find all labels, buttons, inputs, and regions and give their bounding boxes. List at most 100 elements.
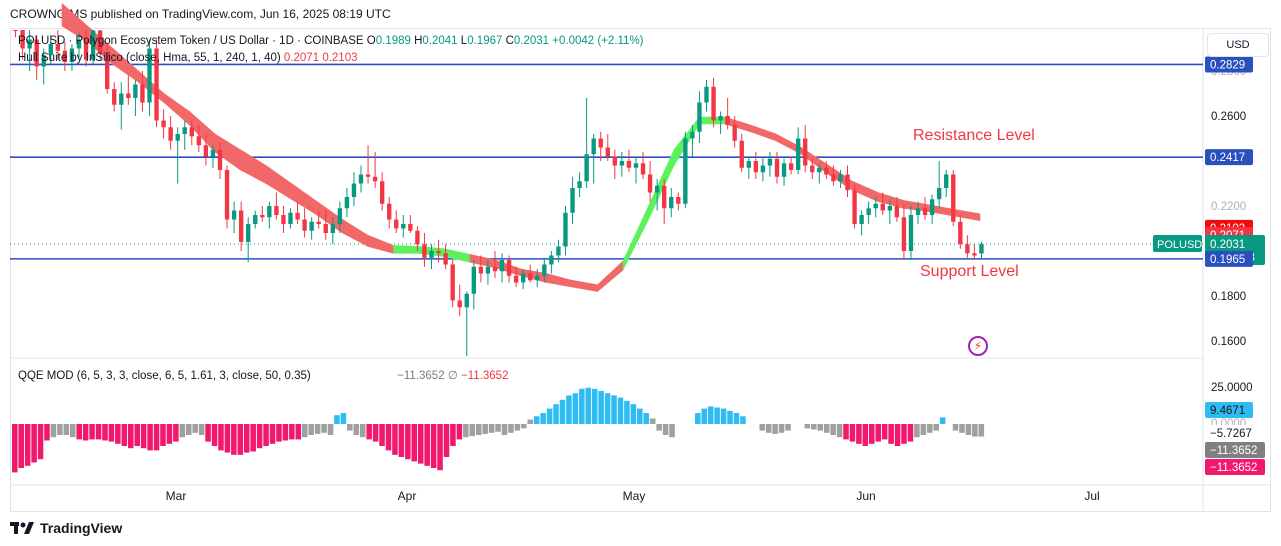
currency-selector[interactable]: USD xyxy=(1207,33,1269,57)
candle[interactable] xyxy=(704,80,709,112)
candle[interactable] xyxy=(415,226,420,251)
qqe-bar[interactable] xyxy=(836,424,843,438)
candle[interactable] xyxy=(203,134,209,166)
qqe-bar[interactable] xyxy=(179,424,186,438)
qqe-bar[interactable] xyxy=(869,424,875,444)
candle[interactable] xyxy=(253,210,258,229)
symbol-title[interactable]: POLUSD · Polygon Ecosystem Token / US Do… xyxy=(18,35,364,47)
candle[interactable] xyxy=(210,145,216,168)
candle[interactable] xyxy=(450,260,455,308)
candle[interactable] xyxy=(422,233,427,267)
qqe-bar[interactable] xyxy=(218,424,224,451)
candle[interactable] xyxy=(69,44,75,71)
candle[interactable] xyxy=(330,217,335,245)
qqe-bar[interactable] xyxy=(192,424,198,433)
qqe-bar[interactable] xyxy=(856,424,862,444)
candle[interactable] xyxy=(944,170,949,197)
qqe-bar[interactable] xyxy=(308,424,314,435)
qqe-bar[interactable] xyxy=(733,413,740,424)
candle[interactable] xyxy=(732,116,737,148)
tradingview-brand[interactable]: TradingView xyxy=(10,520,122,536)
indicator-legend[interactable]: Hull Suite by InSilico (close, Hma, 55, … xyxy=(18,52,358,64)
qqe-bar[interactable] xyxy=(888,424,894,444)
qqe-bar[interactable] xyxy=(185,424,192,435)
qqe-bar[interactable] xyxy=(920,424,927,435)
candle[interactable] xyxy=(182,120,187,150)
qqe-bar[interactable] xyxy=(224,424,231,453)
qqe-bar[interactable] xyxy=(50,424,57,438)
qqe-bar[interactable] xyxy=(927,424,933,433)
candle[interactable] xyxy=(753,152,759,179)
qqe-bar[interactable] xyxy=(89,424,95,440)
qqe-bar[interactable] xyxy=(649,418,656,425)
qqe-bar[interactable] xyxy=(901,424,907,444)
candle[interactable] xyxy=(824,161,829,179)
qqe-bar[interactable] xyxy=(327,424,334,435)
qqe-bar[interactable] xyxy=(314,424,321,434)
candle[interactable] xyxy=(979,241,984,259)
candle[interactable] xyxy=(866,201,871,225)
qqe-bar[interactable] xyxy=(643,413,650,424)
candle[interactable] xyxy=(133,80,138,116)
qqe-bar[interactable] xyxy=(695,413,701,424)
candle[interactable] xyxy=(803,125,808,173)
qqe-bar[interactable] xyxy=(501,424,508,435)
qqe-bar[interactable] xyxy=(566,395,572,424)
qqe-bar[interactable] xyxy=(115,424,121,444)
qqe-bar[interactable] xyxy=(759,424,766,431)
candle[interactable] xyxy=(41,48,46,85)
candle[interactable] xyxy=(295,201,300,225)
candle[interactable] xyxy=(810,158,815,179)
candle[interactable] xyxy=(683,131,688,209)
candle[interactable] xyxy=(76,32,82,58)
candle[interactable] xyxy=(662,179,667,224)
symbol-legend[interactable]: POLUSD · Polygon Ecosystem Token / US Do… xyxy=(18,35,644,47)
qqe-bar[interactable] xyxy=(69,424,76,438)
candle[interactable] xyxy=(351,172,357,206)
candle[interactable] xyxy=(563,206,568,256)
candle[interactable] xyxy=(584,98,589,188)
candle[interactable] xyxy=(147,39,152,117)
qqe-bar[interactable] xyxy=(579,388,585,424)
qqe-bar[interactable] xyxy=(153,424,160,451)
qqe-bar[interactable] xyxy=(617,397,624,424)
qqe-bar[interactable] xyxy=(417,424,424,464)
qqe-bar[interactable] xyxy=(482,424,488,434)
candle[interactable] xyxy=(795,127,801,175)
qqe-bar[interactable] xyxy=(147,424,153,451)
qqe-bar[interactable] xyxy=(624,400,630,424)
qqe-bar[interactable] xyxy=(463,424,469,438)
qqe-bar[interactable] xyxy=(804,424,811,429)
candle[interactable] xyxy=(274,192,279,220)
qqe-bar[interactable] xyxy=(604,393,611,424)
candle[interactable] xyxy=(845,165,850,198)
candle[interactable] xyxy=(513,266,519,287)
candle[interactable] xyxy=(647,161,653,202)
qqe-bar[interactable] xyxy=(933,424,939,431)
candle[interactable] xyxy=(267,201,272,229)
qqe-bar[interactable] xyxy=(727,410,733,424)
qqe-bar[interactable] xyxy=(276,424,282,442)
candle[interactable] xyxy=(288,208,293,229)
qqe-bar[interactable] xyxy=(405,424,411,460)
candle[interactable] xyxy=(633,156,639,184)
qqe-bar[interactable] xyxy=(811,424,817,430)
candle[interactable] xyxy=(154,39,159,128)
qqe-bar[interactable] xyxy=(830,424,836,435)
candle[interactable] xyxy=(344,188,350,218)
candle[interactable] xyxy=(718,111,723,135)
candle[interactable] xyxy=(492,251,498,278)
candle[interactable] xyxy=(577,172,582,197)
qqe-bar[interactable] xyxy=(424,424,430,466)
candle[interactable] xyxy=(831,165,836,186)
candle[interactable] xyxy=(676,192,681,211)
qqe-bar[interactable] xyxy=(398,424,405,457)
qqe-bar[interactable] xyxy=(862,424,869,446)
qqe-bar[interactable] xyxy=(372,424,379,442)
candle[interactable] xyxy=(838,170,843,188)
candle[interactable] xyxy=(697,91,702,143)
qqe-bar[interactable] xyxy=(785,424,791,431)
qqe-bar[interactable] xyxy=(63,424,70,435)
qqe-bar[interactable] xyxy=(450,424,456,446)
qqe-bar[interactable] xyxy=(611,395,617,424)
